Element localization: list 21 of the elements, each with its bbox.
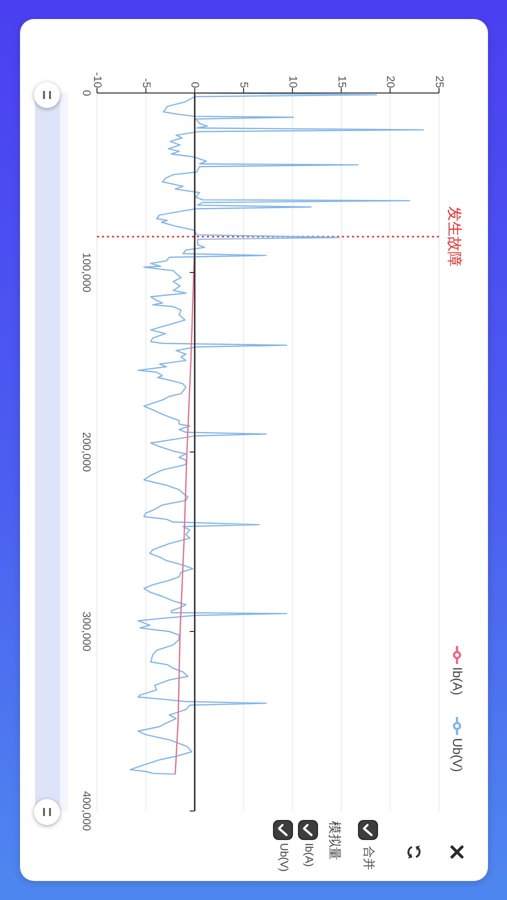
y-tick-label: 0: [80, 90, 92, 96]
y-tick-label: 100,000: [80, 252, 92, 292]
x-tick-label: 15: [335, 76, 348, 88]
x-tick-label: 20: [384, 76, 396, 88]
x-tick-label: 25: [433, 76, 445, 88]
legend-label: Ub(V): [450, 738, 465, 774]
text: 模拟量: [328, 821, 342, 860]
text: Ub(V): [278, 843, 290, 872]
y-tick-label: 300,000: [80, 612, 92, 652]
text: Ib(A): [302, 843, 314, 867]
y-tick-label: 200,000: [80, 432, 92, 472]
x-tick-label: -10: [91, 72, 103, 88]
y-tick-label: 400,000: [80, 791, 92, 831]
line-series: [130, 93, 424, 775]
ref-line-label: 发生故障: [446, 206, 462, 267]
x-tick-label: -5: [140, 78, 152, 88]
x-tick-label: 5: [238, 82, 250, 88]
x-tick-label: 0: [188, 82, 201, 88]
x-tick-label: 10: [286, 76, 298, 88]
text: 合并: [362, 846, 376, 870]
legend-label: Ib(A): [450, 667, 465, 698]
